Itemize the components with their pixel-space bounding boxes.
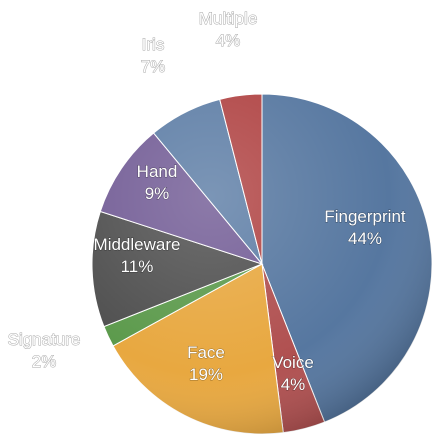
slice-label-voice: Voice 4% bbox=[272, 353, 314, 394]
slice-label-fingerprint: Fingerprint 44% bbox=[324, 207, 406, 248]
slice-label-signature: Signature 2% bbox=[8, 330, 81, 371]
slice-label-face: Face 19% bbox=[187, 343, 225, 384]
pie-labels: Fingerprint 44% Voice 4% Face 19% Signature 2% M… bbox=[7, 9, 406, 395]
slice-label-middleware: Middleware 11% bbox=[94, 235, 181, 276]
slice-label-iris: Iris 7% bbox=[141, 35, 166, 76]
slice-label-multiple: Multiple 4% bbox=[199, 9, 258, 50]
slice-label-hand: Hand 9% bbox=[137, 162, 178, 203]
